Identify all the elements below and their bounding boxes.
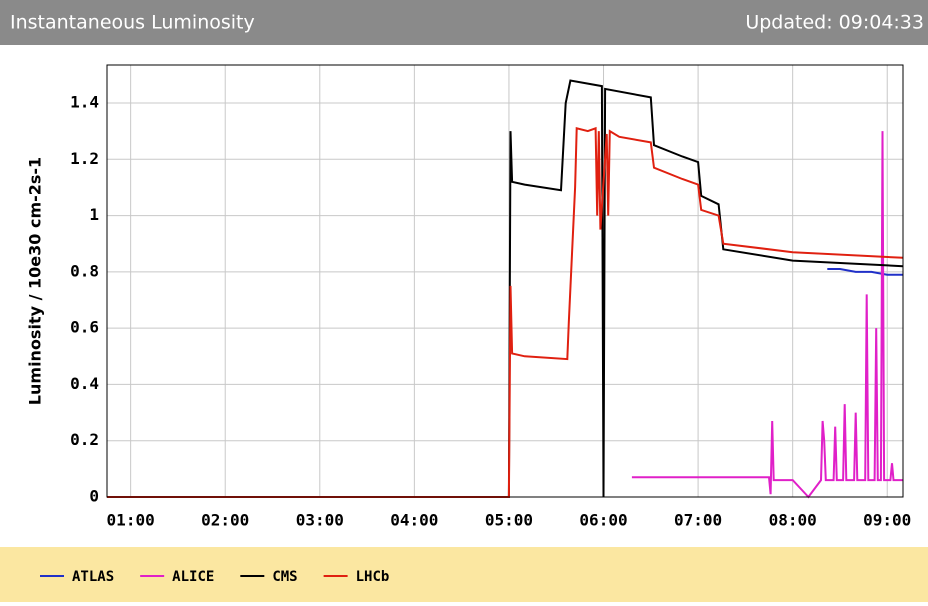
- x-tick-label: 07:00: [674, 511, 722, 530]
- y-tick-label: 0.8: [70, 261, 99, 280]
- series-line: [107, 126, 904, 498]
- x-tick-label: 08:00: [769, 511, 817, 530]
- plot-frame: [106, 64, 904, 498]
- header-title: Instantaneous Luminosity: [10, 12, 255, 34]
- x-tick-label: 01:00: [107, 511, 155, 530]
- legend-label: ATLAS: [72, 569, 114, 585]
- series-line: [107, 79, 904, 498]
- y-tick-label: 1.4: [70, 92, 99, 111]
- x-tick-label: 05:00: [485, 511, 533, 530]
- x-tick-label: 06:00: [579, 511, 627, 530]
- legend-label: LHCb: [356, 569, 390, 585]
- x-tick-label: 04:00: [390, 511, 438, 530]
- y-tick-label: 0: [89, 487, 99, 506]
- y-tick-label: 1.2: [70, 149, 99, 168]
- x-tick-label: 09:00: [863, 511, 911, 530]
- header-bar: [0, 0, 928, 45]
- y-tick-label: 0.2: [70, 430, 99, 449]
- y-tick-label: 1: [89, 205, 99, 224]
- updated-time: Updated: 09:04:33: [745, 12, 924, 34]
- x-tick-label: 03:00: [296, 511, 344, 530]
- legend-label: CMS: [272, 569, 297, 585]
- x-tick-label: 02:00: [201, 511, 249, 530]
- y-tick-label: 0.6: [70, 318, 99, 337]
- y-axis-label: Luminosity / 10e30 cm-2s-1: [26, 157, 45, 405]
- series-line: [827, 268, 903, 276]
- legend-label: ALICE: [172, 569, 214, 585]
- legend-bar: [0, 547, 928, 602]
- series-line: [631, 131, 903, 499]
- y-tick-label: 0.4: [70, 374, 99, 393]
